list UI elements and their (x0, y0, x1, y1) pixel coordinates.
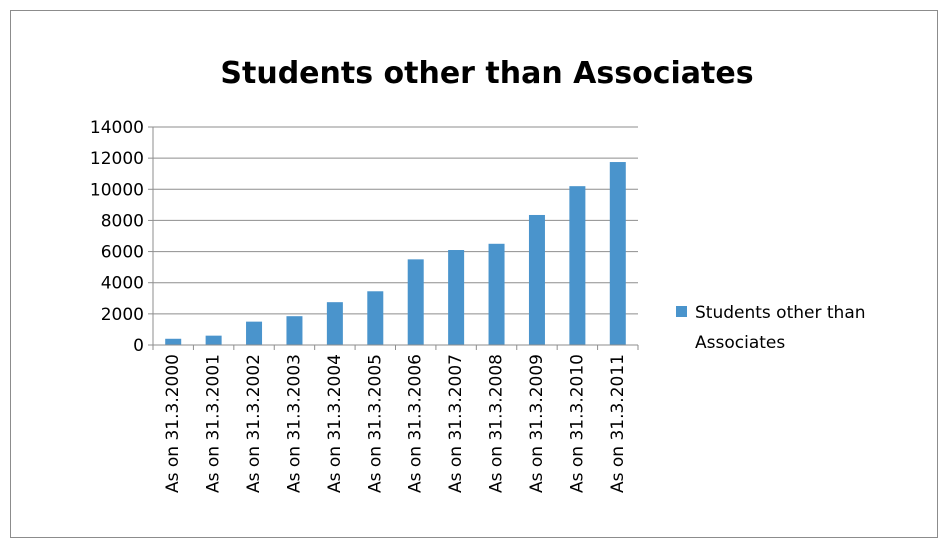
y-tick-label: 6000 (101, 243, 144, 263)
y-tick-label: 10000 (90, 180, 144, 200)
legend-label-line-2: Associates (695, 333, 785, 353)
x-tick-label: As on 31.3.2009 (527, 354, 547, 493)
bar (246, 321, 263, 345)
bar (165, 338, 182, 345)
x-tick-label: As on 31.3.2008 (487, 354, 507, 493)
x-tick-label: As on 31.3.2003 (284, 354, 304, 493)
bar (205, 335, 222, 345)
bar (367, 291, 384, 345)
x-tick-label: As on 31.3.2004 (325, 354, 345, 493)
gridlines (153, 126, 638, 315)
x-tick-label: As on 31.3.2001 (204, 354, 224, 493)
chart-title: Students other than Associates (220, 56, 753, 91)
y-axis-ticks: 0 2000 4000 6000 8000 10000 12000 14000 (90, 118, 153, 356)
bar (609, 162, 626, 345)
bar (448, 250, 465, 345)
x-tick-label: As on 31.3.2002 (244, 354, 264, 493)
x-tick-label: As on 31.3.2005 (365, 354, 385, 493)
y-tick-label: 14000 (90, 118, 144, 138)
axes (152, 127, 638, 346)
y-tick-label: 0 (133, 336, 144, 356)
y-tick-label: 12000 (90, 149, 144, 169)
bar (569, 186, 586, 345)
chart-frame (10, 10, 938, 538)
bar (326, 302, 343, 345)
bar (407, 259, 424, 345)
legend: Students other than Associates (676, 303, 866, 353)
y-tick-label: 2000 (101, 305, 144, 325)
x-axis-ticks: As on 31.3.2000 As on 31.3.2001 As on 31.3… (152, 345, 639, 493)
legend-label-line-1: Students other than (695, 303, 866, 323)
bar-series (165, 162, 626, 345)
bar (488, 243, 505, 345)
bar (528, 214, 545, 345)
x-tick-label: As on 31.3.2000 (163, 354, 183, 493)
y-tick-label: 4000 (101, 274, 144, 294)
x-tick-label: As on 31.3.2007 (446, 354, 466, 493)
x-tick-label: As on 31.3.2011 (608, 354, 628, 493)
legend-swatch (676, 306, 687, 317)
x-tick-label: As on 31.3.2006 (406, 354, 426, 493)
bar (286, 316, 303, 345)
x-tick-label: As on 31.3.2010 (567, 354, 587, 493)
y-tick-label: 8000 (101, 211, 144, 231)
